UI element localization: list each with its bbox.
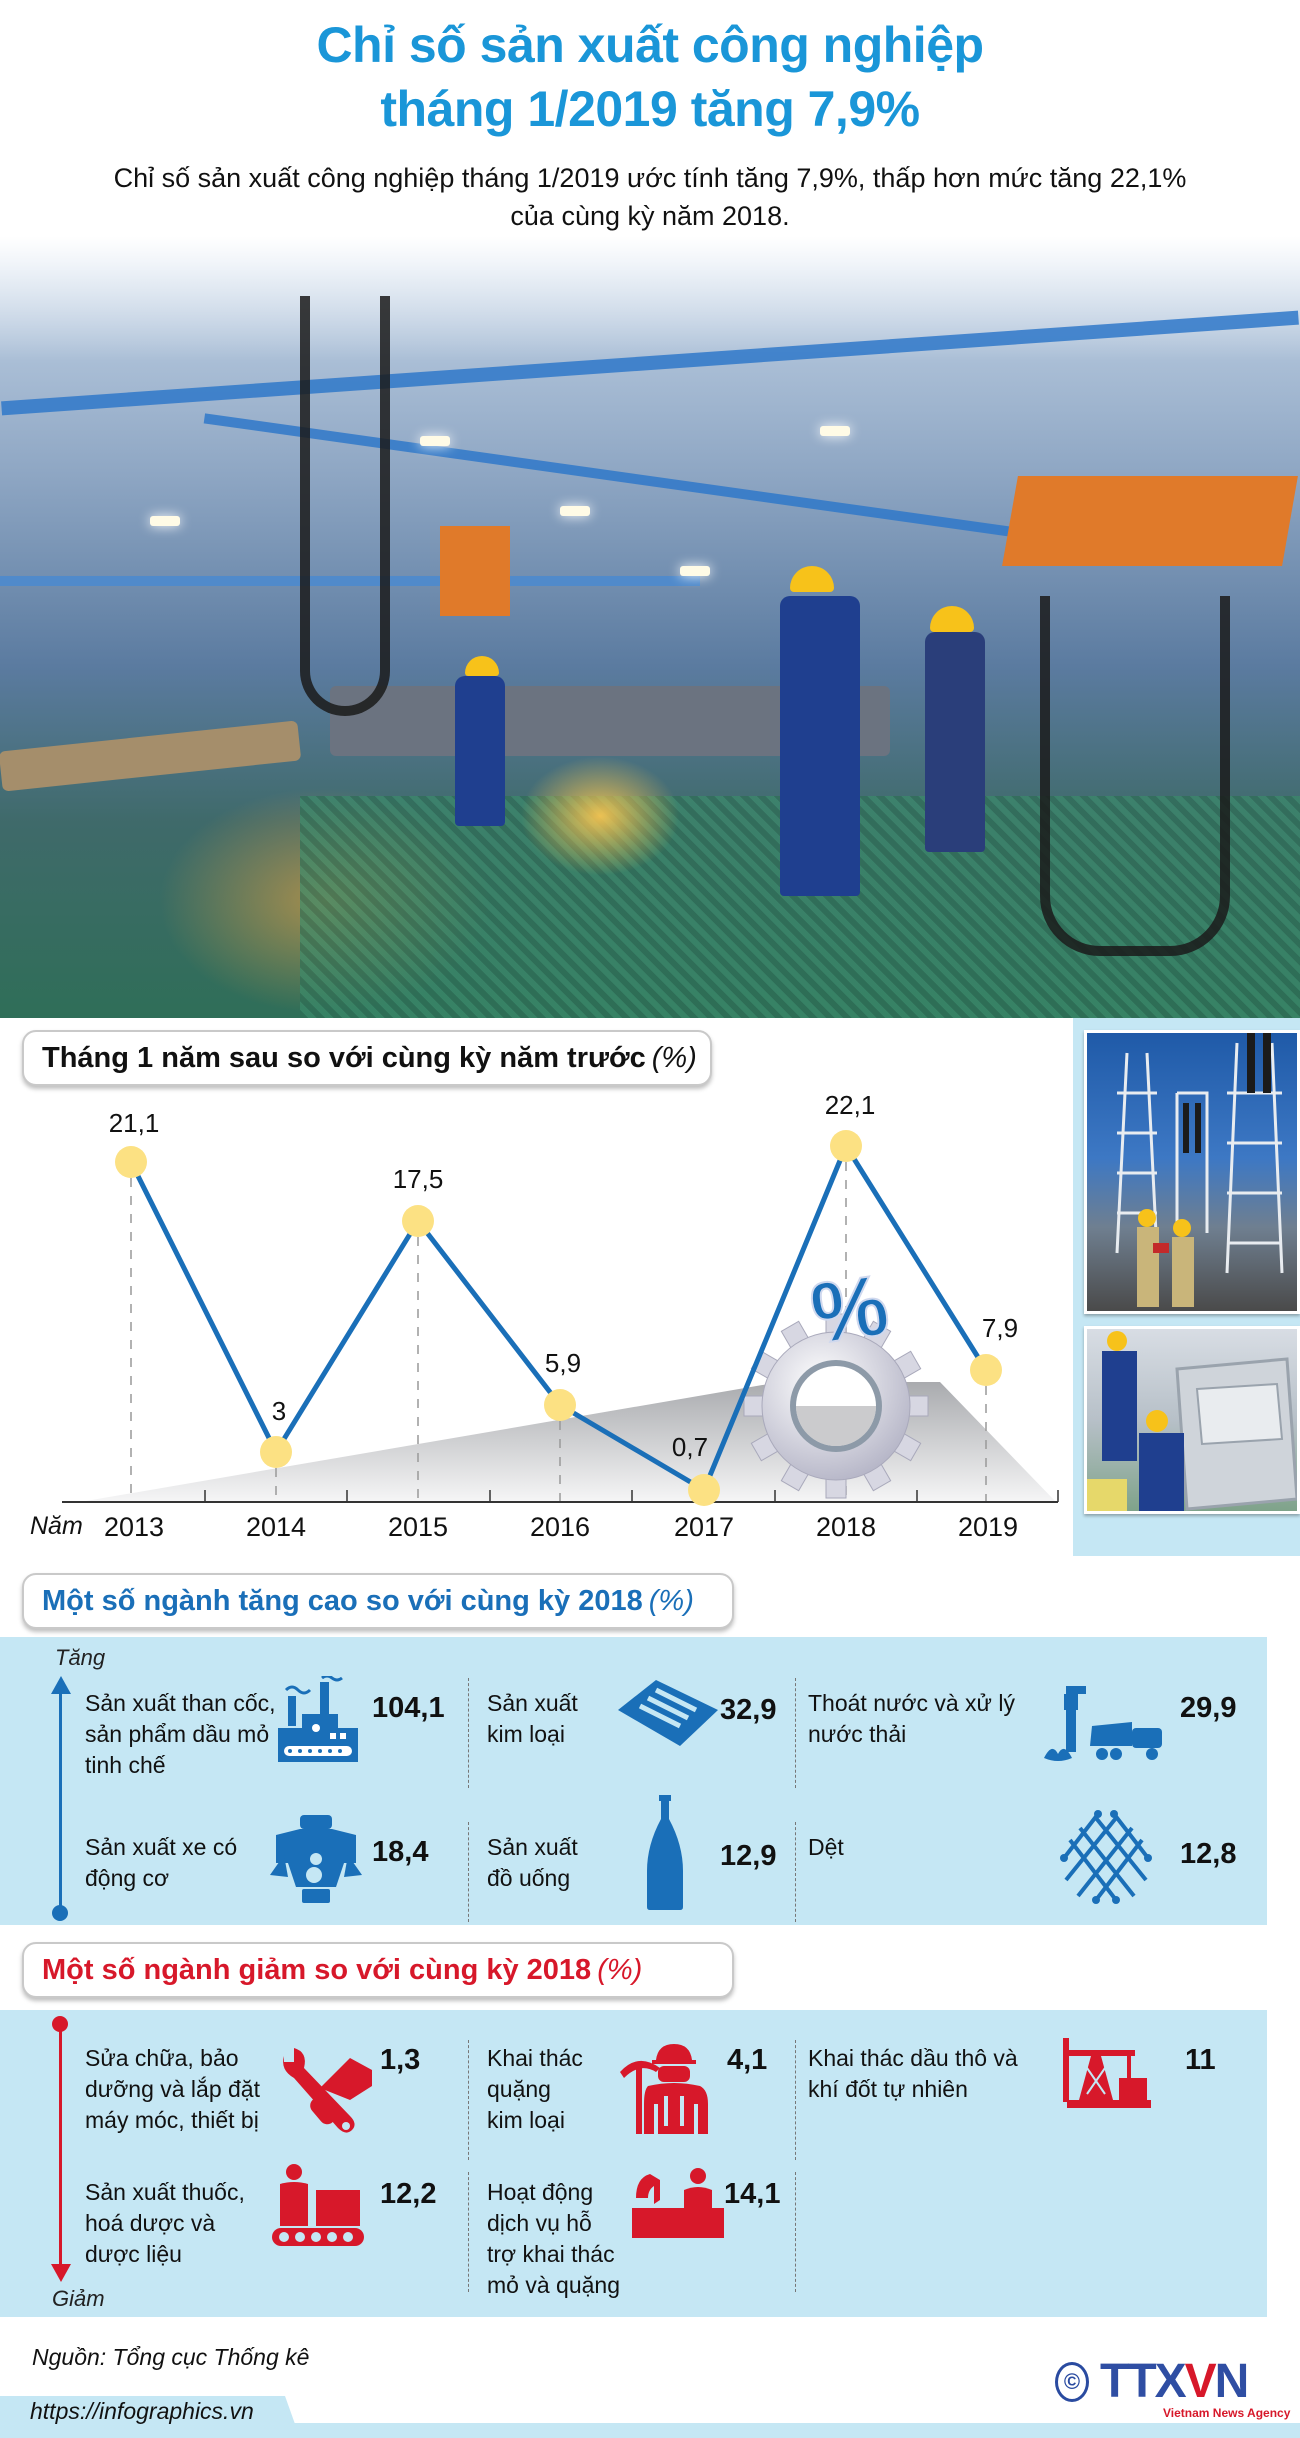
increase-title-box: Một số ngành tăng cao so với cùng kỳ 201…	[22, 1573, 734, 1629]
subtitle-line1: Chỉ số sản xuất công nghiệp tháng 1/2019…	[113, 163, 1187, 193]
decrease-unit: (%)	[597, 1953, 643, 1986]
increase-axis-label: Tăng	[55, 1645, 106, 1670]
industry-value: 18,4	[372, 1836, 429, 1868]
chart-title: Tháng 1 năm sau so với cùng kỳ năm trước	[42, 1041, 646, 1074]
industry-label: Hoạt động dịch vụ hỗ trợ khai thác mỏ và…	[487, 2179, 620, 2298]
footer-strip	[0, 2423, 1300, 2438]
miner-icon	[620, 2044, 708, 2134]
footer-url-link[interactable]: https://infographics.vn	[30, 2398, 254, 2424]
value-label-2019: 7,9	[981, 1313, 1019, 1343]
page-title-line1: Chỉ số sản xuất công nghiệp	[316, 17, 984, 73]
industry-label: Sản xuất đồ uống	[487, 1834, 578, 1891]
decrease-arrow-line	[59, 2028, 62, 2268]
increase-arrow-line	[59, 1682, 62, 1910]
industry-label: Khai thác dầu thô và khí đốt tự nhiên	[808, 2045, 1018, 2102]
year-label: 2014	[245, 1512, 307, 1542]
industry-value: 4,1	[727, 2044, 768, 2076]
column-separator	[468, 2040, 469, 2160]
subtitle-line2: của cùng kỳ năm 2018.	[510, 201, 790, 231]
year-label: 2015	[387, 1512, 449, 1542]
value-label-2018: 22,1	[824, 1090, 876, 1120]
year-label: 2019	[957, 1512, 1019, 1542]
power-station-photo	[1084, 1030, 1300, 1314]
year-label: 2016	[529, 1512, 591, 1542]
year-label: 2013	[103, 1512, 165, 1542]
engine-icon	[270, 1815, 362, 1903]
increase-panel	[0, 1637, 1267, 1925]
industry-label: Sản xuất kim loại	[487, 1690, 578, 1747]
column-separator	[468, 2172, 469, 2292]
arrow-down-icon	[51, 2264, 71, 2282]
source-note: Nguồn: Tổng cục Thống kê	[32, 2344, 310, 2370]
chart-markers	[115, 1130, 1002, 1506]
industry-value: 14,1	[724, 2178, 781, 2210]
hero-factory-photo	[0, 236, 1300, 1018]
decrease-axis-label: Giảm	[52, 2286, 105, 2311]
water-truck-icon	[1044, 1686, 1162, 1761]
axis-dot	[52, 1905, 68, 1921]
metal-ingot-icon	[618, 1680, 718, 1746]
column-separator	[795, 1678, 796, 1788]
chart-title-box: Tháng 1 năm sau so với cùng kỳ năm trước…	[22, 1030, 712, 1086]
year-label: 2017	[673, 1512, 735, 1542]
increase-title: Một số ngành tăng cao so với cùng kỳ 201…	[42, 1584, 643, 1617]
industry-label: Sửa chữa, bảo dưỡng và lắp đặt máy móc, …	[85, 2045, 260, 2133]
industry-value: 12,2	[380, 2178, 437, 2210]
agency-name: Vietnam News Agency	[1163, 2406, 1291, 2420]
industry-value: 32,9	[720, 1694, 777, 1726]
copyright-icon: ©	[1055, 2362, 1089, 2402]
page-title-line2: tháng 1/2019 tăng 7,9%	[380, 81, 920, 137]
industry-value: 12,9	[720, 1840, 777, 1872]
chart-unit: (%)	[651, 1041, 697, 1074]
conveyor-worker-icon	[272, 2164, 364, 2246]
textile-mesh-icon	[1060, 1810, 1152, 1904]
x-axis-prefix: Năm	[30, 1512, 83, 1540]
industry-value: 1,3	[380, 2044, 421, 2076]
gear-percent-icon: %	[743, 1256, 929, 1499]
industry-label: Dệt	[808, 1834, 844, 1860]
axis-dot	[52, 2016, 68, 2032]
value-label-2017: 0,7	[671, 1432, 709, 1462]
column-separator	[468, 1678, 469, 1788]
column-separator	[795, 2040, 796, 2160]
industry-label: Thoát nước và xử lý nước thải	[808, 1690, 1015, 1747]
value-label-2016: 5,9	[544, 1348, 582, 1378]
value-label-2014: 3	[271, 1396, 287, 1426]
industry-label: Sản xuất xe có động cơ	[85, 1834, 238, 1891]
value-label-2013: 21,1	[108, 1108, 160, 1138]
decrease-panel	[0, 2010, 1267, 2317]
line-chart: %	[62, 1130, 1059, 1506]
decrease-title-box: Một số ngành giảm so với cùng kỳ 2018 (%…	[22, 1942, 734, 1998]
footer-url-tab	[0, 2396, 300, 2438]
svg-text:%: %	[805, 1257, 894, 1363]
column-separator	[795, 1822, 796, 1922]
bottle-icon	[647, 1795, 683, 1910]
increase-unit: (%)	[648, 1584, 694, 1617]
value-label-2015: 17,5	[392, 1164, 444, 1194]
industry-label: Khai thác quặng kim loại	[487, 2045, 583, 2133]
industry-label: Sản xuất than cốc, sản phẩm dầu mỏ tinh …	[85, 1690, 276, 1778]
industry-value: 11	[1185, 2044, 1216, 2076]
wrench-hand-icon	[283, 2048, 372, 2133]
year-label: 2018	[815, 1512, 877, 1542]
oil-pump-icon	[1063, 2038, 1151, 2108]
mining-service-icon	[632, 2168, 724, 2238]
column-separator	[795, 2172, 796, 2292]
arrow-up-icon	[51, 1676, 71, 1694]
industry-value: 29,9	[1180, 1692, 1237, 1724]
industry-value: 104,1	[372, 1692, 445, 1724]
industry-label: Sản xuất thuốc, hoá dược và dược liệu	[85, 2179, 245, 2267]
industry-value: 12,8	[1180, 1838, 1237, 1870]
column-separator	[468, 1822, 469, 1922]
factory-icon	[278, 1676, 358, 1762]
decrease-title: Một số ngành giảm so với cùng kỳ 2018	[42, 1953, 592, 1986]
car-assembly-photo	[1084, 1326, 1300, 1514]
ttxvn-logo: TTXVN	[1100, 2355, 1249, 2408]
